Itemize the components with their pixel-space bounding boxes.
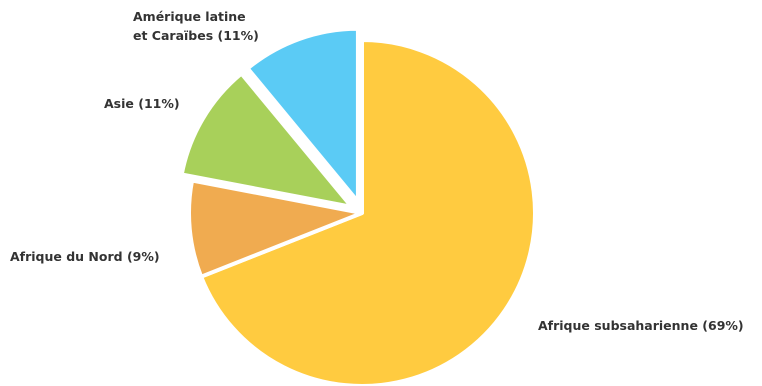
pie-slices <box>179 26 537 386</box>
label-asie: Asie (11%) <box>104 96 180 111</box>
label-afrique-du-nord: Afrique du Nord (9%) <box>10 249 160 264</box>
label-amerique-latine-line1: Amérique latine <box>133 9 246 24</box>
pie-slice-amerique-latine-et-caraibes <box>245 26 360 204</box>
pie-slice-afrique-subsaharienne <box>199 38 537 386</box>
pie-slice-afrique-du-nord <box>187 178 364 279</box>
label-afrique-subsaharienne: Afrique subsaharienne (69%) <box>538 318 744 333</box>
pie-slice-asie <box>179 71 354 209</box>
label-amerique-latine-line2: et Caraïbes (11%) <box>133 28 259 43</box>
